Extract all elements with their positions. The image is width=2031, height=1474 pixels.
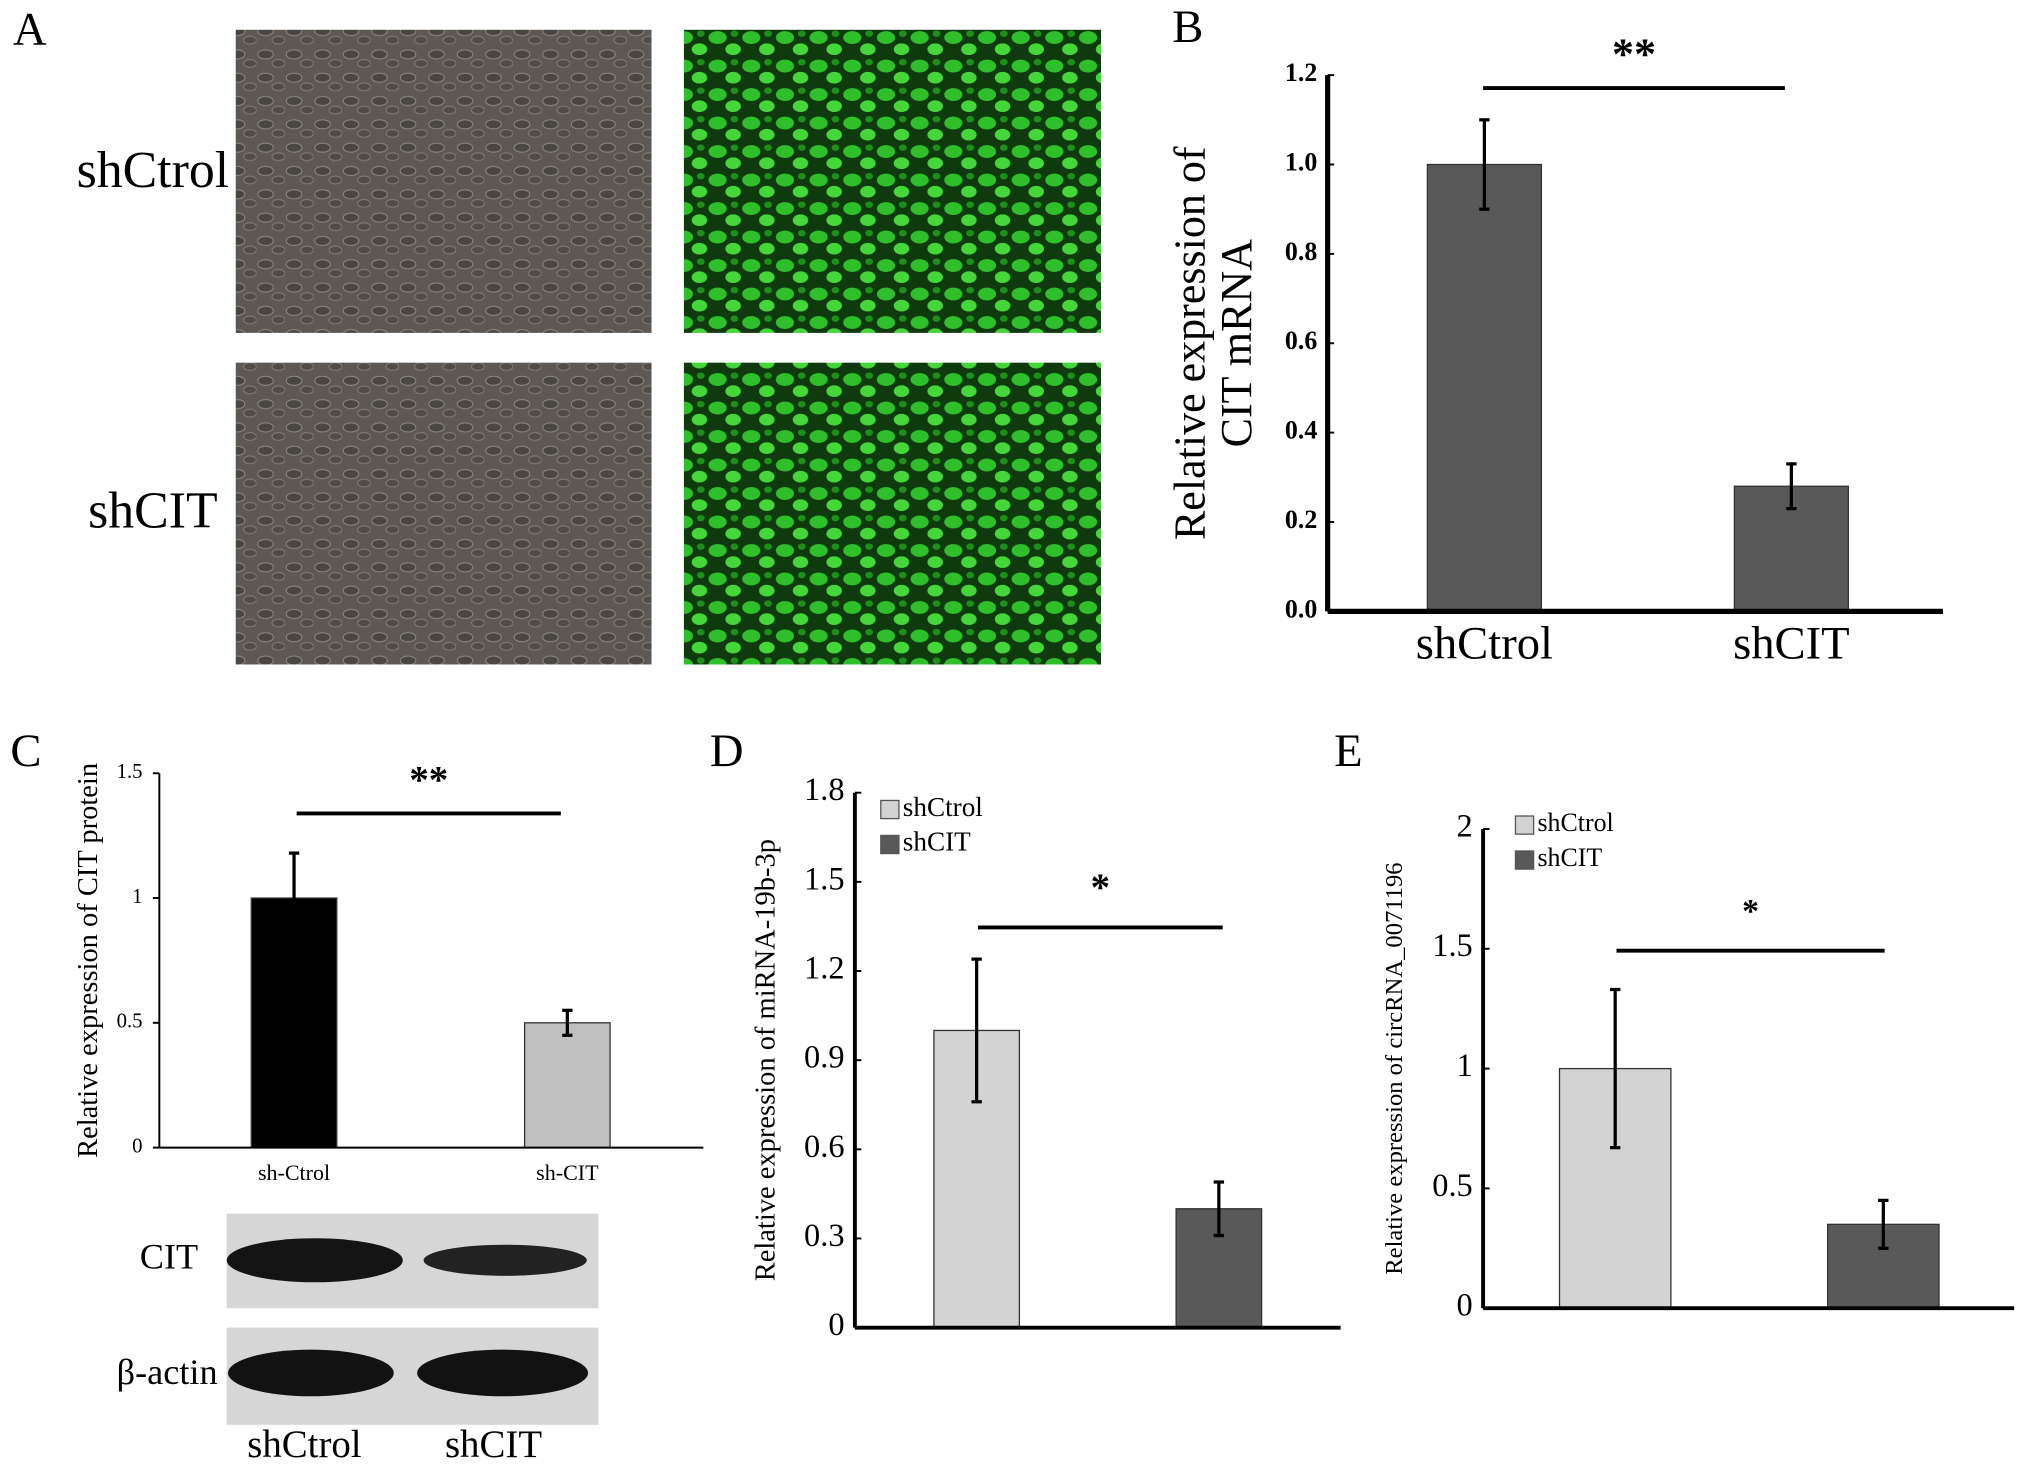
row-label: shCtrol xyxy=(77,142,230,199)
y-tick-label: 1.2 xyxy=(804,950,844,986)
x-tick-label: sh-CIT xyxy=(536,1160,599,1185)
y-tick-label: 1.2 xyxy=(1285,58,1317,87)
x-tick-label: sh-Ctrol xyxy=(258,1160,330,1185)
legend-swatch xyxy=(1514,815,1535,835)
bar xyxy=(1426,163,1543,613)
y-tick-label: 1.5 xyxy=(804,861,844,897)
significance-mark: * xyxy=(1091,866,1110,909)
legend-label: shCIT xyxy=(903,827,971,857)
y-tick-label: 0.5 xyxy=(117,1011,143,1033)
legend-label: shCIT xyxy=(1537,843,1602,872)
blot-lane-label: shCtrol xyxy=(247,1423,362,1466)
y-tick-label: 1.5 xyxy=(1432,928,1472,964)
significance-mark: ** xyxy=(409,759,448,802)
blot-row-label: CIT xyxy=(140,1237,198,1277)
legend-swatch xyxy=(880,834,900,855)
blot-band xyxy=(423,1244,587,1276)
blot-band xyxy=(417,1349,589,1397)
y-tick-label: 1.0 xyxy=(1285,147,1317,176)
fluorescence-image xyxy=(683,29,1101,333)
y-axis-label: Relative expression of miRNA-19b-3p xyxy=(751,839,782,1281)
y-tick-label: 0.8 xyxy=(1285,237,1317,266)
fluorescence-image xyxy=(683,362,1101,665)
blot-row-label: β-actin xyxy=(117,1352,218,1392)
x-tick-label: shCtrol xyxy=(1416,617,1553,669)
y-tick-label: 1 xyxy=(1457,1048,1473,1084)
y-tick-label: 0.2 xyxy=(1285,505,1317,534)
panel-label: C xyxy=(10,725,41,777)
y-tick-label: 2 xyxy=(1457,808,1473,844)
y-tick-label: 1.8 xyxy=(804,772,844,808)
y-tick-label: 0.6 xyxy=(804,1129,844,1165)
y-tick-label: 0.0 xyxy=(1285,594,1317,623)
y-tick-label: 0.4 xyxy=(1285,416,1317,445)
row-label: shCIT xyxy=(88,482,218,539)
panel-label: B xyxy=(1172,1,1203,53)
y-tick-label: 0.5 xyxy=(1432,1168,1472,1204)
y-axis-label: CIT mRNA xyxy=(1212,239,1261,447)
panel-label: A xyxy=(13,3,47,55)
y-axis-label: Relative expression of xyxy=(1166,146,1215,540)
y-tick-label: 0.9 xyxy=(804,1040,844,1076)
y-tick-label: 1 xyxy=(132,886,142,908)
y-tick-label: 0 xyxy=(828,1307,844,1343)
y-tick-label: 1.5 xyxy=(117,761,143,783)
y-tick-label: 0.6 xyxy=(1285,326,1317,355)
bar xyxy=(523,1022,611,1149)
y-tick-label: 0 xyxy=(1457,1288,1473,1324)
micrograph xyxy=(235,362,652,665)
blot-band xyxy=(227,1349,394,1397)
legend-swatch xyxy=(1514,850,1535,870)
blot-band xyxy=(226,1238,403,1283)
legend-label: shCtrol xyxy=(1537,808,1613,837)
legend-label: shCtrol xyxy=(903,792,984,822)
y-tick-label: 0.3 xyxy=(804,1218,844,1254)
panel-label: E xyxy=(1334,725,1362,777)
x-tick-label: shCIT xyxy=(1733,617,1850,669)
blot-lane-label: shCIT xyxy=(445,1423,542,1466)
significance-mark: * xyxy=(1742,893,1759,930)
legend-swatch xyxy=(880,799,900,820)
y-axis-label: Relative expression of CIT protein xyxy=(73,763,104,1158)
significance-mark: ** xyxy=(1612,29,1656,78)
micrograph xyxy=(235,29,652,333)
y-tick-label: 0 xyxy=(132,1135,142,1157)
panel-label: D xyxy=(710,725,744,777)
y-axis-label: Relative expression of circRNA_0071196 xyxy=(1381,862,1408,1274)
